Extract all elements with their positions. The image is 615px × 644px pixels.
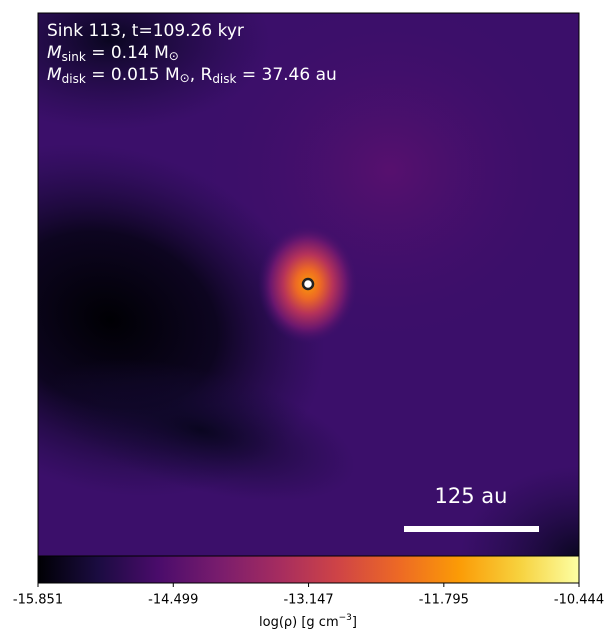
colorbar-tick-label: -14.499 <box>148 593 198 608</box>
colorbar-tick-label: -10.444 <box>554 593 604 608</box>
annotation: Mdisk = 0.015 M⊙, Rdisk = 37.46 au <box>47 65 337 86</box>
annotation: Sink 113, t=109.26 kyr <box>47 21 244 41</box>
colorbar <box>37 555 580 584</box>
annotation: Msink = 0.14 M⊙ <box>47 43 179 64</box>
colorbar-label: log(ρ) [g cm−3] <box>259 613 357 630</box>
scale-bar-label: 125 au <box>435 484 508 508</box>
colorbar-tick-label: -13.147 <box>283 593 333 608</box>
colorbar-tick-label: -11.795 <box>419 593 469 608</box>
colorbar-tick-label: -15.851 <box>13 593 63 608</box>
sink-marker <box>301 277 315 291</box>
